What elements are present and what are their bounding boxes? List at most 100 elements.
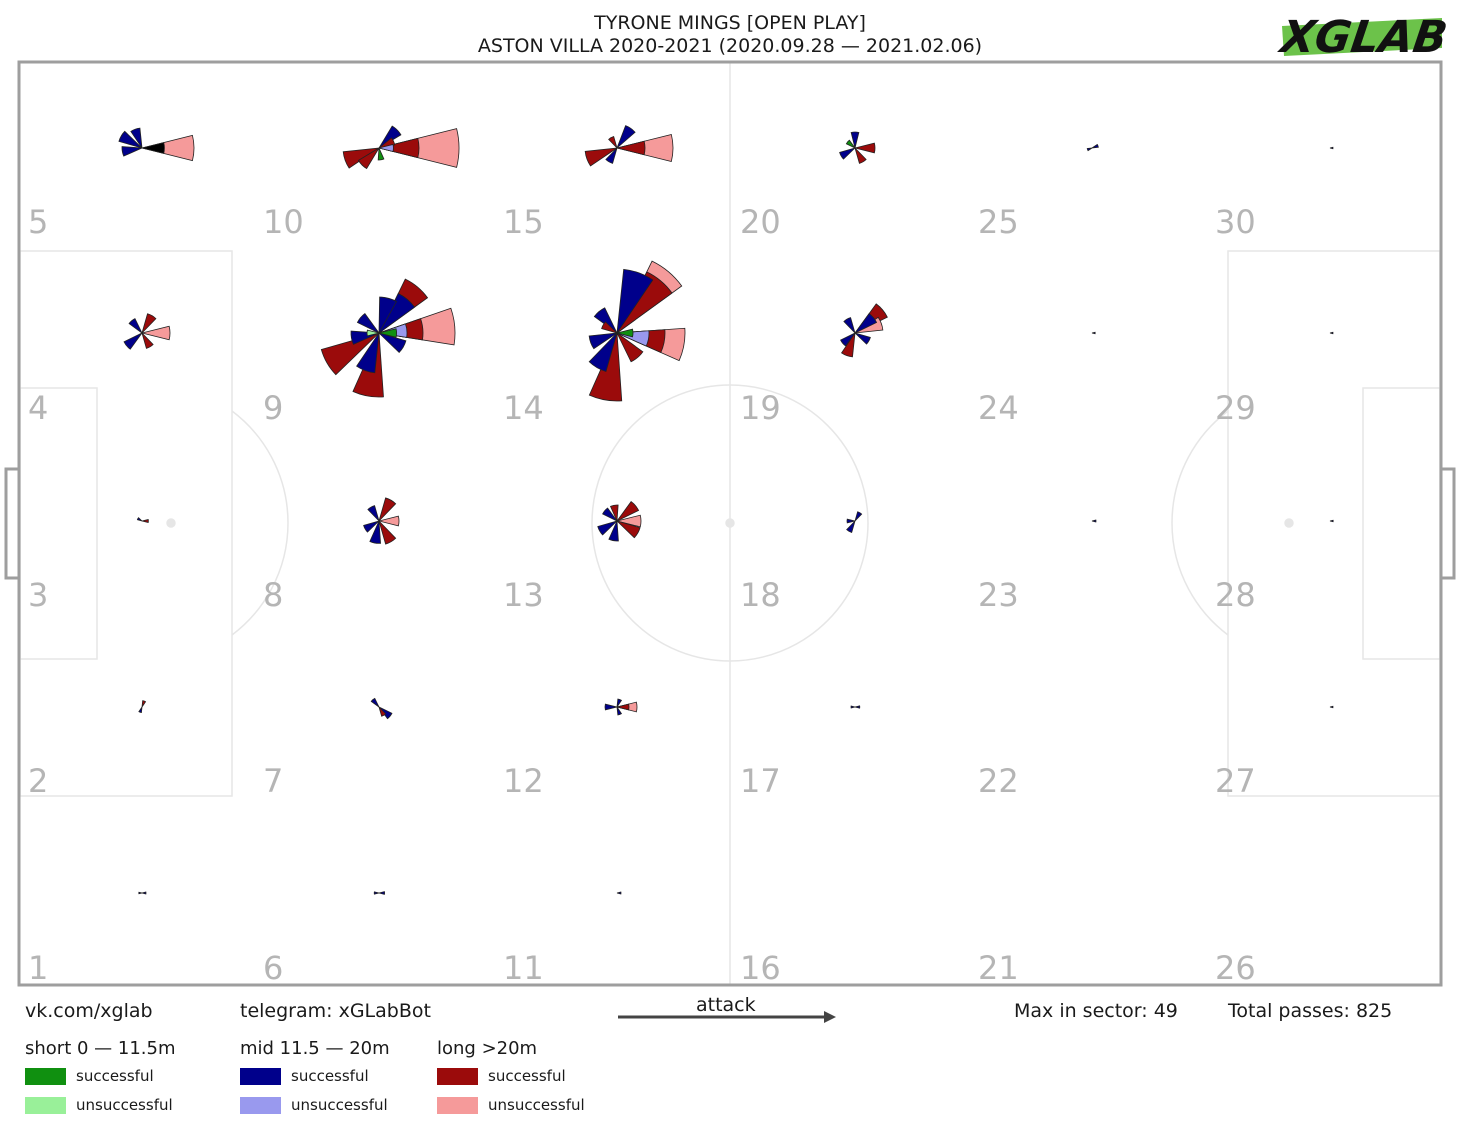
rose-petal-20-0 <box>854 142 876 154</box>
rose-sector-25 <box>1086 143 1099 152</box>
rose-sector-10 <box>342 125 460 170</box>
rose-petal-13-6 <box>602 507 618 522</box>
xglab-logo: XGLAB <box>1276 12 1448 62</box>
rose-petal-19-3 <box>841 332 856 358</box>
max-in-sector: Max in sector: 49 <box>1014 1000 1178 1022</box>
legend-short-fail-text: unsuccessful <box>76 1096 173 1114</box>
sector-label-27: 27 <box>1215 762 1256 800</box>
rose-petal-10-1 <box>378 137 420 159</box>
rose-petal-3-0 <box>141 518 149 524</box>
rose-petal-9-5 <box>378 292 416 334</box>
rose-petal-13-0 <box>616 501 640 522</box>
rose-petal-17-0 <box>854 705 861 709</box>
rose-petal-5-2 <box>141 142 165 154</box>
rose-sector-20 <box>839 131 876 164</box>
rose-petal-19-2 <box>854 313 878 334</box>
rose-petal-15-3 <box>616 125 636 149</box>
rose-petal-2-0 <box>141 700 147 708</box>
rose-petal-10-6 <box>378 144 394 152</box>
rose-petal-8-5 <box>367 505 380 522</box>
pitch-markings <box>19 62 1441 985</box>
rose-petal-27-0 <box>1329 705 1334 709</box>
right-penalty-box <box>1227 250 1441 797</box>
vk-link[interactable]: vk.com/xglab <box>25 1000 153 1022</box>
left-penalty-arc <box>231 410 289 636</box>
rose-petal-23-0 <box>1091 519 1097 523</box>
rose-sector-11 <box>616 891 622 895</box>
rose-petal-4-1 <box>141 313 157 334</box>
rose-petal-18-2 <box>846 518 856 524</box>
rose-petal-8-3 <box>378 515 400 527</box>
sector-label-16: 16 <box>740 949 781 987</box>
rose-petal-14-10 <box>593 307 618 334</box>
legend-mid-success-swatch <box>240 1068 281 1085</box>
rose-petal-12-3 <box>616 698 623 708</box>
rose-petal-14-6 <box>588 332 618 372</box>
chart-title: TYRONE MINGS [OPEN PLAY] <box>594 12 866 34</box>
sector-label-20: 20 <box>740 203 781 241</box>
sector-label-29: 29 <box>1215 389 1256 427</box>
rose-petal-9-6 <box>356 332 380 374</box>
sector-label-2: 2 <box>28 762 48 800</box>
legend-long-label: long >20m <box>437 1038 538 1059</box>
rose-petal-9-12 <box>378 328 397 338</box>
rose-sector-8 <box>363 497 400 545</box>
rose-petal-14-9 <box>588 332 618 350</box>
rose-petal-25-1 <box>1086 147 1093 152</box>
rose-petal-9-13 <box>366 329 380 337</box>
sector-label-5: 5 <box>28 203 48 241</box>
rose-petal-13-5 <box>609 504 619 522</box>
rose-petal-18-0 <box>846 520 856 534</box>
rose-sector-18 <box>846 511 863 534</box>
rose-petal-9-10 <box>378 332 407 354</box>
logo-green-stripe <box>1282 18 1442 56</box>
rose-petal-11-0 <box>616 891 622 895</box>
attack-label: attack <box>696 994 756 1016</box>
sector-label-11: 11 <box>503 949 544 987</box>
rose-sector-14 <box>588 260 686 402</box>
rose-petal-30-0 <box>1329 146 1334 150</box>
sector-label-18: 18 <box>740 576 781 614</box>
rose-sector-28 <box>1329 519 1334 523</box>
legend-mid-fail-swatch <box>240 1097 281 1114</box>
chart-subtitle: ASTON VILLA 2020-2021 (2020.09.28 — 2021… <box>477 35 983 57</box>
rose-petal-10-3 <box>378 125 402 149</box>
rose-petal-19-6 <box>843 317 856 334</box>
legend-mid-label: mid 11.5 — 20m <box>240 1038 390 1059</box>
rose-sector-2 <box>138 700 147 714</box>
legend-long-fail-text: unsuccessful <box>488 1096 585 1114</box>
rose-sector-4 <box>123 313 171 350</box>
sector-label-1: 1 <box>28 949 48 987</box>
sector-labels: 1234567891011121314151617181920212223242… <box>28 203 1256 987</box>
rose-petal-1-1 <box>138 891 143 895</box>
sector-label-9: 9 <box>263 389 283 427</box>
rose-sector-5 <box>118 127 195 162</box>
rose-petal-14-1 <box>616 271 673 334</box>
rose-sector-27 <box>1329 705 1334 709</box>
rose-sector-23 <box>1091 519 1097 523</box>
sector-label-30: 30 <box>1215 203 1256 241</box>
sector-label-26: 26 <box>1215 949 1256 987</box>
attack-arrow <box>618 1011 836 1023</box>
rose-sector-12 <box>604 698 638 716</box>
center-spot <box>725 518 735 528</box>
sector-label-19: 19 <box>740 389 781 427</box>
rose-sector-3 <box>136 517 149 524</box>
telegram-link[interactable]: telegram: xGLabBot <box>240 1000 431 1022</box>
pass-roses <box>118 125 1334 895</box>
sector-label-24: 24 <box>978 389 1019 427</box>
sector-label-23: 23 <box>978 576 1019 614</box>
legend-short-label: short 0 — 11.5m <box>25 1038 176 1059</box>
rose-petal-17-1 <box>850 705 856 709</box>
rose-petal-12-2 <box>604 703 618 711</box>
rose-sector-6 <box>373 891 385 895</box>
sector-label-15: 15 <box>503 203 544 241</box>
pitch-border <box>17 60 1443 987</box>
rose-sector-1 <box>138 891 147 895</box>
rose-petal-15-4 <box>605 147 618 164</box>
legend-long-success-text: successful <box>488 1067 566 1085</box>
sector-label-4: 4 <box>28 389 48 427</box>
rose-sector-9 <box>320 278 456 398</box>
center-circle <box>591 384 869 662</box>
